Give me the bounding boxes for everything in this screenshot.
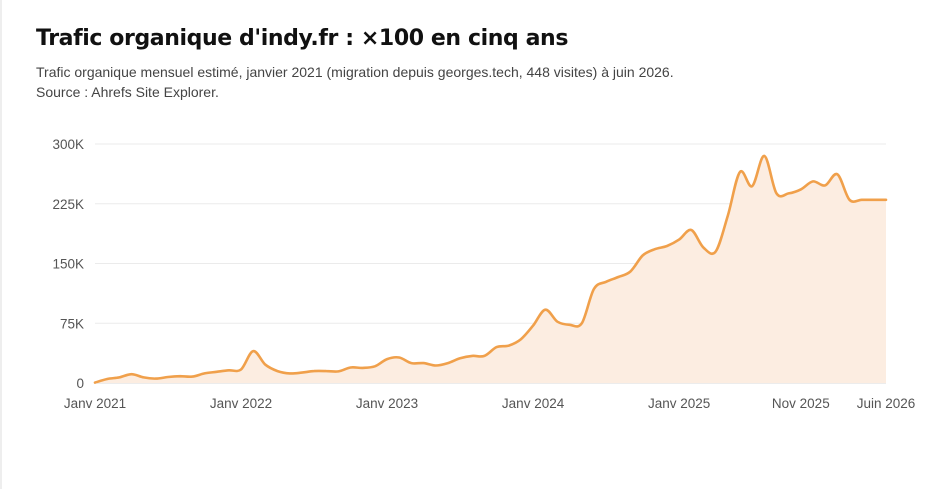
x-tick-label: Nov 2025 [772, 396, 830, 411]
y-tick-label: 300K [52, 137, 84, 152]
chart-title: Trafic organique d'indy.fr : ×100 en cin… [36, 26, 569, 51]
x-tick-label: Janv 2025 [648, 396, 710, 411]
y-axis: 0 75K 150K 225K 300K [52, 137, 84, 391]
x-tick-label: Juin 2026 [857, 396, 916, 411]
y-tick-label: 150K [52, 257, 84, 272]
x-tick-label: Janv 2024 [502, 396, 565, 411]
area-layer [95, 155, 886, 383]
x-tick-label: Janv 2021 [64, 396, 126, 411]
y-tick-label: 75K [60, 316, 84, 331]
x-tick-label: Janv 2023 [356, 396, 418, 411]
x-tick-label: Janv 2022 [210, 396, 272, 411]
x-axis: Janv 2021 Janv 2022 Janv 2023 Janv 2024 Janv… [64, 396, 915, 411]
chart-subtitle: Trafic organique mensuel estimé, janvier… [36, 62, 674, 102]
y-tick-label: 225K [52, 197, 84, 212]
traffic-area [95, 155, 886, 383]
traffic-line [93, 154, 888, 384]
subtitle-source: Source : Ahrefs Site Explorer. [36, 84, 219, 100]
subtitle-description: Trafic organique mensuel estimé, janvier… [36, 64, 674, 80]
line-layer [93, 154, 888, 384]
y-tick-label: 0 [76, 376, 84, 391]
left-edge [0, 0, 2, 489]
